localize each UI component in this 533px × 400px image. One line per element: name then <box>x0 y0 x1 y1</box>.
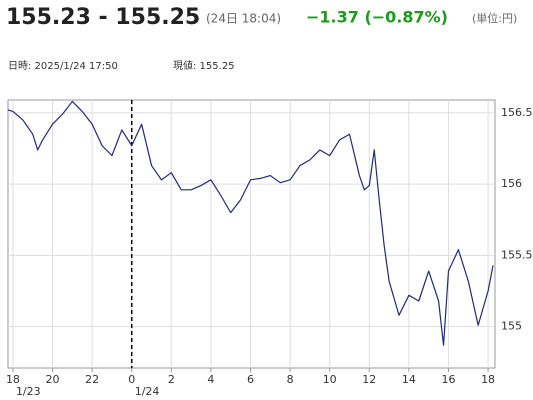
quote: 155.23 - 155.25 <box>6 5 200 30</box>
price-line <box>7 100 494 346</box>
x-tick-label: 4 <box>207 373 214 386</box>
x-tick-label: 10 <box>323 373 337 386</box>
y-tick-label: 155 <box>501 320 522 333</box>
x-tick-label: 8 <box>287 373 294 386</box>
cursor-value: 現値: 155.25 <box>173 59 235 72</box>
plot-frame <box>7 99 496 369</box>
x-tick-label: 16 <box>441 373 455 386</box>
date-label: 1/24 <box>135 385 160 398</box>
y-tick-label: 155.5 <box>501 248 533 261</box>
x-tick-label: 20 <box>46 373 60 386</box>
change: −1.37 (−0.87%) <box>306 8 448 27</box>
cursor-time: 日時: 2025/1/24 17:50 <box>8 60 118 72</box>
x-tick-label: 0 <box>128 373 135 386</box>
y-tick-label: 156 <box>501 177 522 190</box>
y-tick-label: 156.5 <box>501 106 533 119</box>
x-tick-label: 18 <box>6 373 20 386</box>
x-tick-label: 2 <box>168 373 175 386</box>
date-label: 1/23 <box>16 385 41 398</box>
x-tick-label: 12 <box>362 373 376 386</box>
quote-time: (24日 18:04) <box>206 12 281 26</box>
x-tick-label: 18 <box>481 373 495 386</box>
x-tick-label: 22 <box>85 373 99 386</box>
x-tick-label: 14 <box>402 373 416 386</box>
unit-note: (単位:円) <box>472 11 517 25</box>
x-tick-label: 6 <box>247 373 254 386</box>
